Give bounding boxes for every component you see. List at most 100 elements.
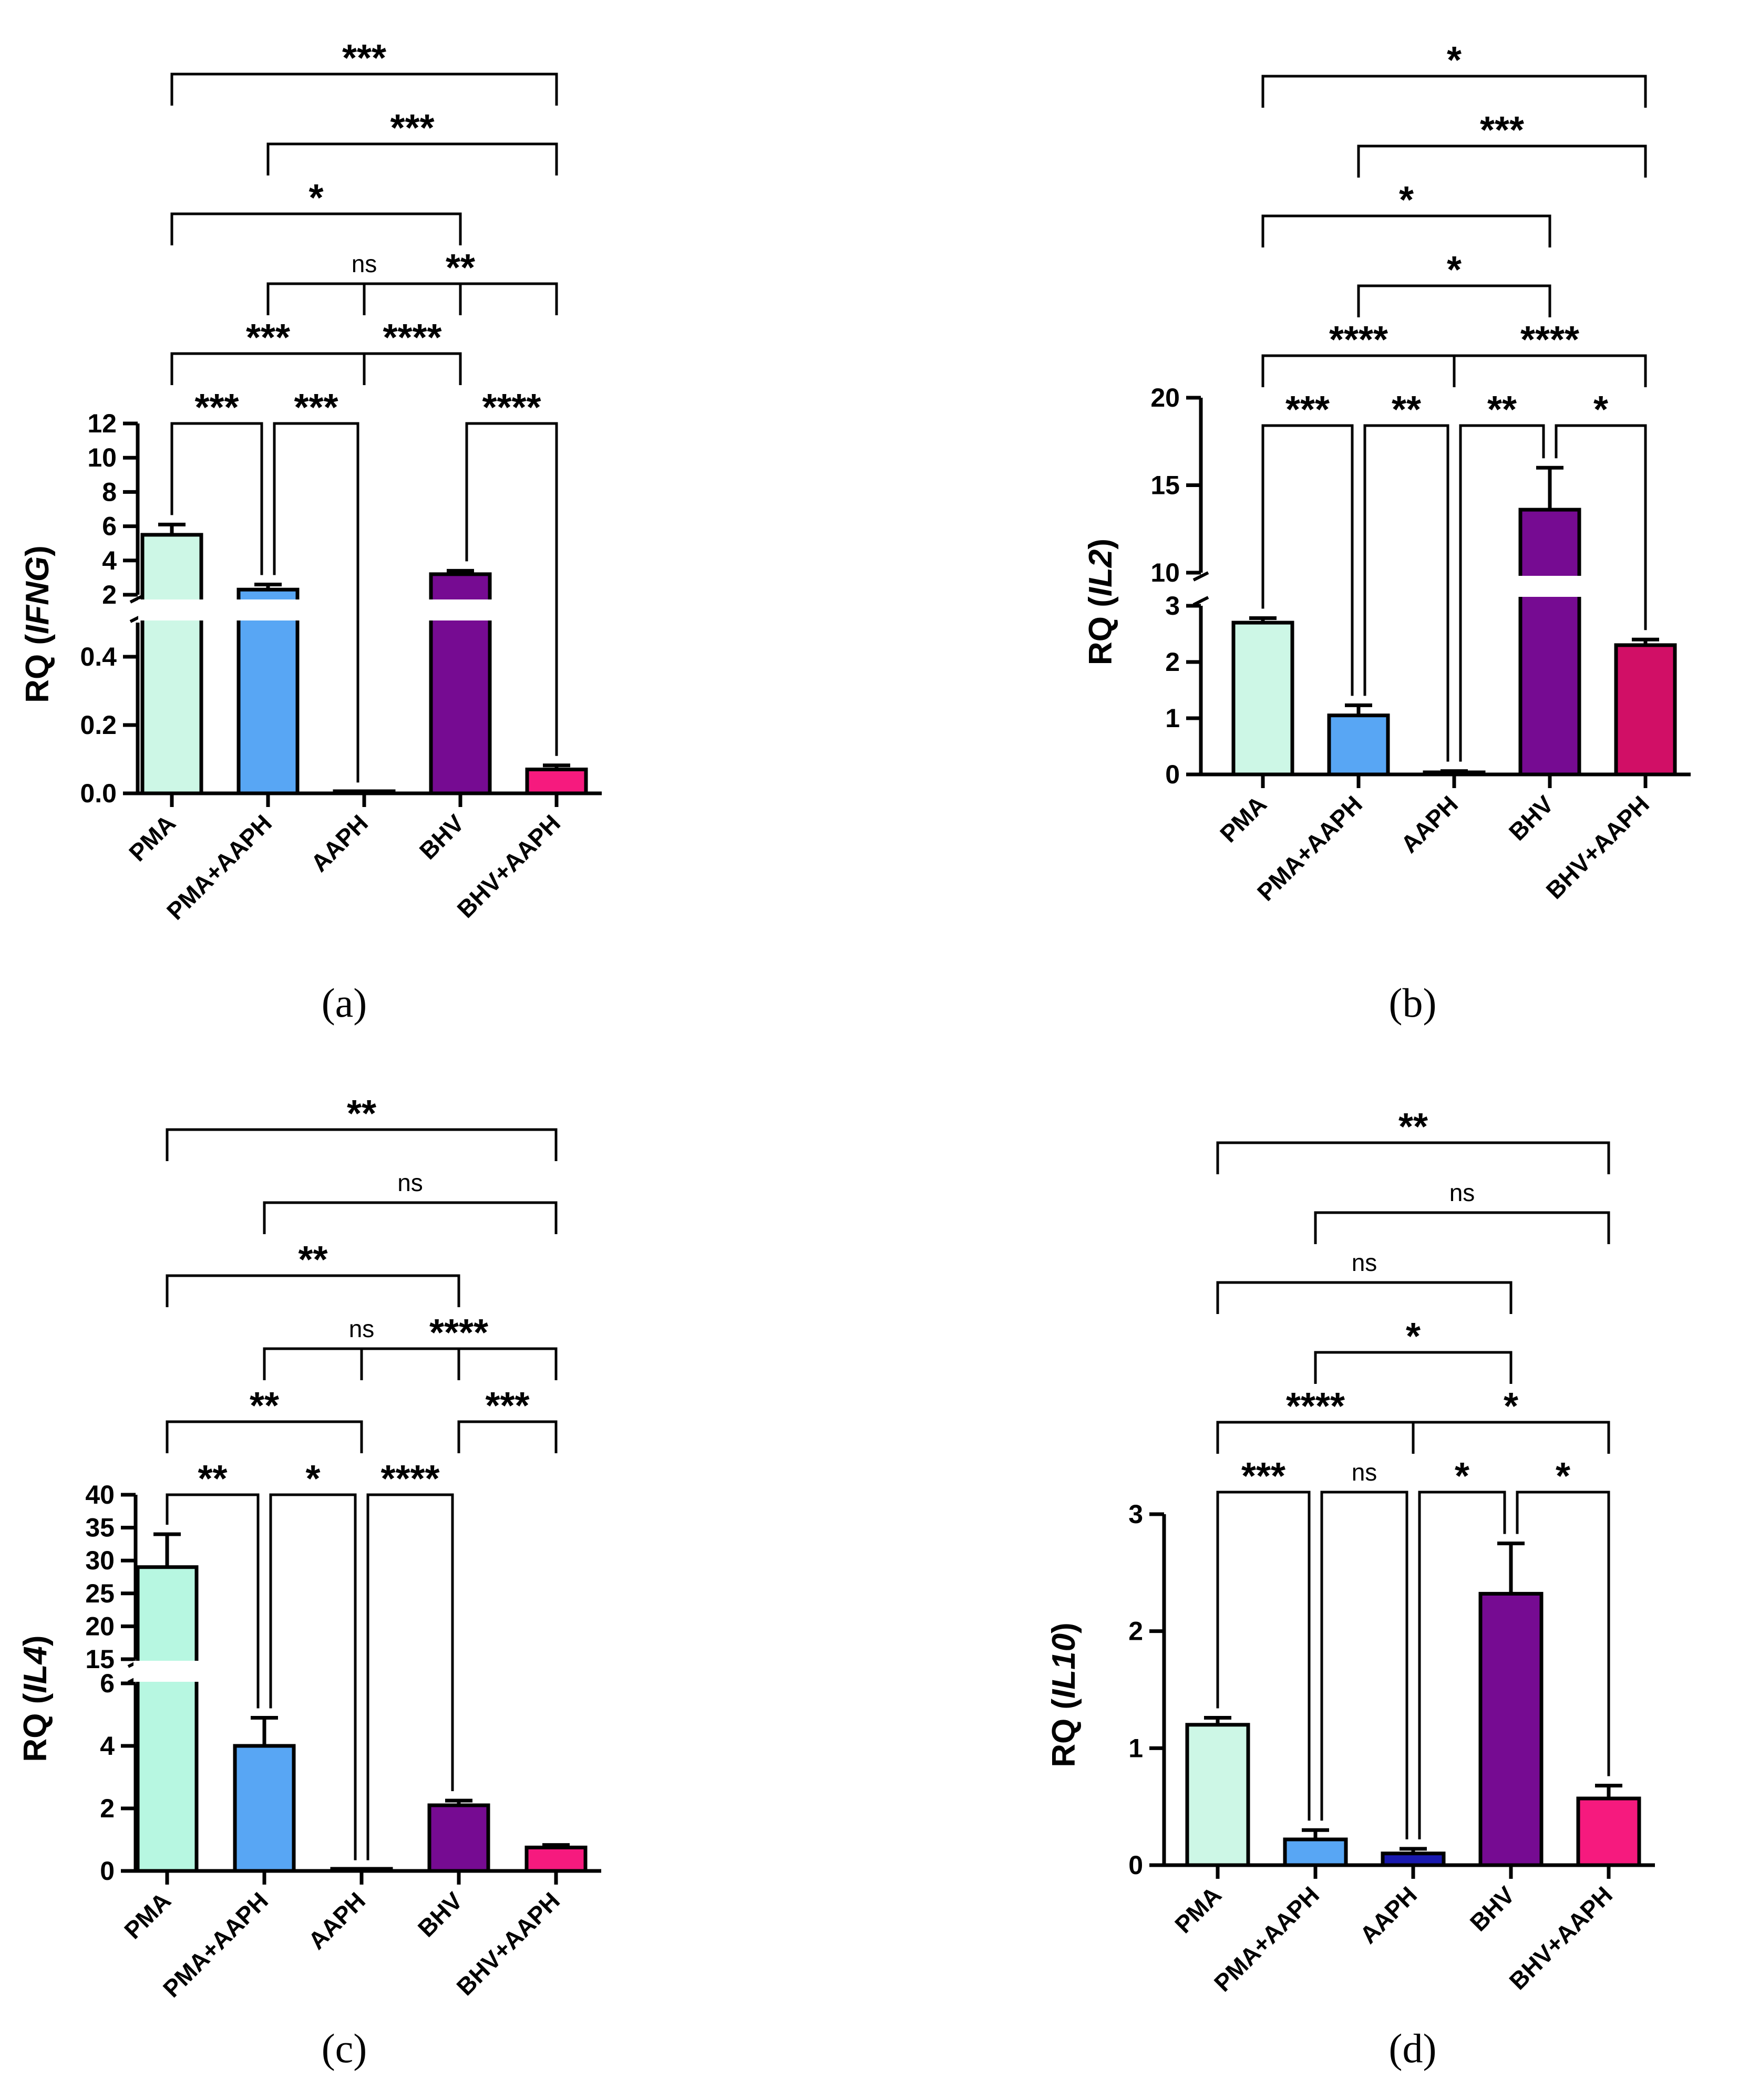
y-tick-label: 6 — [100, 1669, 115, 1698]
significance-label: ns — [397, 1169, 423, 1196]
bar — [1518, 508, 1581, 777]
significance-label: * — [1399, 179, 1414, 221]
significance-label: * — [1447, 39, 1462, 81]
x-tick-label: AAPH — [1395, 790, 1463, 858]
bar — [136, 1565, 199, 1873]
significance-bracket — [263, 1347, 460, 1380]
x-tick-label: PMA+AAPH — [158, 1887, 273, 2002]
significance-bracket — [166, 1128, 558, 1161]
bar — [525, 768, 588, 795]
significance-label: ** — [298, 1239, 327, 1281]
significance-label: **** — [380, 1458, 439, 1500]
significance-bracket — [1516, 1491, 1610, 1776]
significance-bracket — [166, 1493, 260, 1709]
panel-label: (b) — [1389, 980, 1437, 1026]
x-tick-label: BHV+AAPH — [451, 809, 565, 923]
significance-label: ns — [349, 1315, 375, 1342]
significance-bracket — [457, 1420, 558, 1453]
significance-bracket — [1363, 424, 1449, 762]
significance-label: * — [305, 1458, 320, 1500]
x-tick-label: PMA — [1169, 1881, 1227, 1938]
significance-bracket — [1453, 354, 1647, 387]
significance-label: ns — [352, 250, 377, 277]
bar — [427, 1803, 490, 1873]
significance-label: * — [1447, 249, 1462, 291]
x-tick-label: BHV — [414, 809, 470, 865]
significance-label: * — [1593, 389, 1608, 431]
y-tick-label: 40 — [85, 1480, 115, 1509]
x-tick-label: AAPH — [305, 809, 373, 877]
significance-bracket — [1261, 75, 1647, 108]
significance-label: ** — [198, 1458, 227, 1500]
bar — [1614, 643, 1677, 777]
y-tick-label: 10 — [1150, 558, 1180, 587]
significance-label: *** — [246, 317, 290, 359]
y-axis-label: RQ (IL10) — [1046, 1622, 1082, 1767]
significance-bracket — [1320, 1491, 1408, 1839]
x-tick-label: AAPH — [303, 1887, 371, 1954]
significance-bracket — [1314, 1351, 1513, 1384]
significance-bracket — [1216, 1281, 1513, 1314]
significance-label: **** — [1520, 319, 1579, 361]
axis-break-gap — [427, 599, 494, 620]
significance-bracket — [1418, 1491, 1506, 1839]
significance-label: * — [1504, 1385, 1518, 1427]
significance-bracket — [363, 282, 558, 315]
axis-break-mark — [1192, 571, 1209, 582]
x-tick-label: PMA+AAPH — [1209, 1881, 1324, 1996]
panel-label: (d) — [1389, 2025, 1437, 2071]
significance-label: *** — [1480, 109, 1524, 151]
significance-bracket — [263, 1201, 558, 1234]
x-tick-label: BHV+AAPH — [1540, 790, 1654, 904]
y-tick-label: 2 — [100, 1794, 115, 1823]
axis-break-gap — [138, 599, 205, 620]
y-tick-label: 35 — [85, 1513, 115, 1543]
bar — [333, 789, 396, 795]
significance-bracket — [170, 422, 263, 575]
y-tick-label: 0 — [1165, 760, 1180, 789]
significance-label: *** — [294, 387, 338, 429]
x-tick-label: PMA — [1215, 790, 1272, 847]
significance-bracket — [273, 422, 359, 783]
y-tick-label: 0 — [1128, 1850, 1143, 1880]
significance-label: ** — [446, 247, 475, 289]
bar — [524, 1845, 588, 1873]
significance-bracket — [1261, 424, 1354, 696]
significance-bracket — [166, 1274, 460, 1307]
y-tick-label: 2 — [1128, 1617, 1143, 1646]
y-tick-label: 20 — [85, 1611, 115, 1641]
y-tick-label: 0 — [100, 1856, 115, 1886]
significance-label: *** — [342, 37, 386, 79]
significance-bracket — [166, 1420, 363, 1453]
significance-label: * — [1455, 1455, 1469, 1497]
significance-bracket — [266, 142, 558, 175]
axis-break-gap — [133, 1661, 201, 1682]
significance-bracket — [363, 352, 462, 385]
y-tick-label: 20 — [1150, 383, 1180, 412]
significance-bracket — [170, 73, 558, 106]
y-tick-label: 0.4 — [80, 642, 117, 671]
significance-label: * — [1406, 1316, 1421, 1358]
significance-label: **** — [482, 387, 541, 429]
significance-label: ns — [1449, 1179, 1475, 1206]
bar — [233, 1744, 296, 1873]
significance-label: *** — [485, 1385, 529, 1427]
y-tick-label: 3 — [1165, 591, 1180, 620]
x-tick-label: PMA — [119, 1887, 176, 1944]
y-tick-label: 4 — [102, 546, 117, 575]
significance-label: * — [1556, 1455, 1570, 1497]
significance-label: *** — [390, 107, 434, 149]
significance-bracket — [1314, 1211, 1610, 1244]
bar — [1478, 1591, 1544, 1867]
y-axis-label: RQ (IFNG) — [19, 545, 56, 703]
x-tick-label: AAPH — [1354, 1881, 1422, 1949]
y-axis-label: RQ (IL4) — [17, 1635, 54, 1762]
significance-label: *** — [1241, 1455, 1285, 1497]
bar — [1576, 1796, 1641, 1867]
bar — [140, 533, 203, 795]
axis-break-gap — [1516, 576, 1583, 597]
y-tick-label: 10 — [87, 443, 117, 472]
